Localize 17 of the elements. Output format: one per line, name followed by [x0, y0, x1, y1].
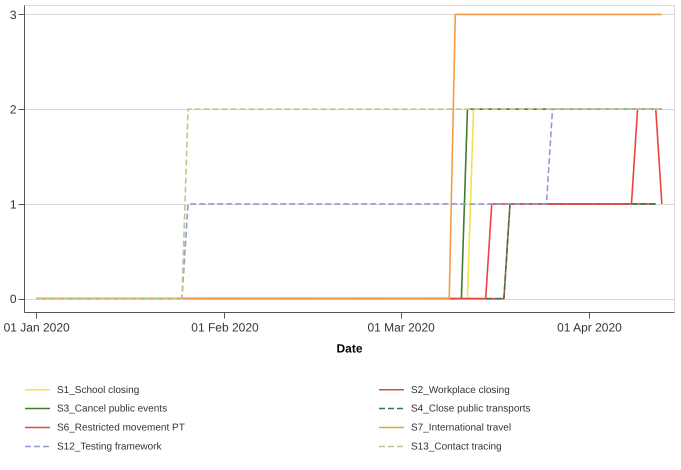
legend-label: S13_Contact tracing	[411, 442, 502, 452]
x-axis-title: Date	[336, 342, 363, 356]
legend-label: S7_International travel	[411, 422, 512, 434]
y-tick-label: 1	[10, 197, 17, 212]
legend-label: S2_Workplace closing	[411, 384, 510, 396]
x-tick-label: 01 Jan 2020	[4, 320, 70, 334]
legend-label: S1_School closing	[57, 384, 140, 396]
legend-label: S4_Close public transports	[411, 404, 531, 414]
x-tick-label: 01 Mar 2020	[367, 320, 436, 334]
legend-label: S12_Testing framework	[57, 442, 162, 452]
y-tick-label: 0	[10, 292, 17, 306]
x-tick-label: 01 Feb 2020	[191, 320, 259, 334]
legend-label: S6_Restricted movement PT	[57, 422, 185, 434]
legend-label: S3_Cancel public events	[57, 404, 168, 414]
y-tick-label: 3	[10, 8, 17, 22]
y-tick-label: 2	[10, 102, 17, 117]
x-tick-label: 01 Apr 2020	[557, 320, 622, 334]
